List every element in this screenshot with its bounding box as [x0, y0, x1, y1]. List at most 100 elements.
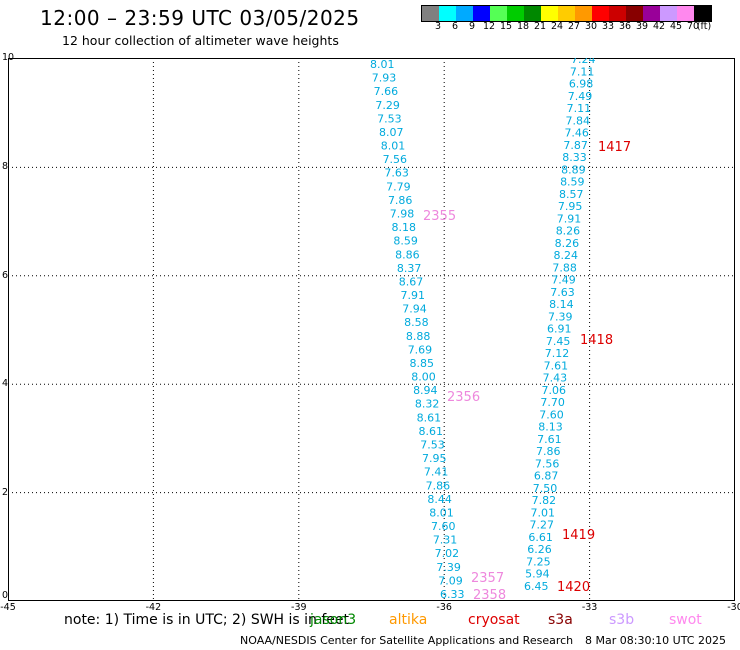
east-track-value: 7.49: [551, 274, 576, 287]
east-track-value: 7.61: [544, 359, 569, 372]
west-track-value: 7.31: [433, 534, 458, 547]
east-track-value: 7.12: [545, 347, 570, 360]
east-track-value: 7.86: [536, 445, 561, 458]
colorbar-label: 70: [686, 21, 700, 32]
west-track-value: 7.09: [438, 574, 463, 587]
west-track-value: 7.39: [436, 561, 461, 574]
west-track-value: 8.61: [417, 411, 442, 424]
pass-time-label: 2356: [447, 390, 480, 405]
generated-timestamp: 8 Mar 08:30:10 UTC 2025: [585, 634, 726, 647]
colorbar-swatch: [609, 6, 626, 21]
pass-time-label: 2358: [473, 588, 506, 601]
east-track-value: 8.26: [555, 237, 580, 250]
west-track-value: 7.53: [377, 112, 402, 125]
west-track-value: 8.86: [395, 248, 420, 261]
east-track-value: 6.45: [524, 580, 549, 593]
east-track-value: 7.39: [548, 310, 573, 323]
west-track-value: 8.94: [413, 384, 438, 397]
east-track-value: 8.59: [560, 176, 585, 189]
wave-height-colorbar: [421, 5, 712, 22]
east-track-value: 8.14: [549, 298, 574, 311]
east-track-value: 6.91: [547, 323, 572, 336]
west-track-value: 8.01: [429, 506, 454, 519]
east-track-value: 8.24: [554, 249, 579, 262]
east-track-value: 7.49: [568, 90, 593, 103]
east-track-value: 7.06: [541, 384, 566, 397]
west-track-value: 8.61: [418, 425, 443, 438]
west-track-value: 8.67: [399, 275, 424, 288]
x-tick-label: -33: [581, 602, 598, 613]
west-track-value: 7.69: [408, 343, 433, 356]
colorbar-swatch: [524, 6, 541, 21]
east-track-value: 7.56: [535, 457, 560, 470]
satellite-legend-item: jason3: [310, 612, 357, 628]
east-track-value: 7.11: [570, 65, 595, 78]
east-track-value: 7.88: [552, 261, 577, 274]
colorbar-swatch: [558, 6, 575, 21]
colorbar-swatch: [439, 6, 456, 21]
west-track-value: 6.33: [440, 588, 465, 601]
colorbar-swatch: [660, 6, 677, 21]
east-track-value: 7.45: [546, 335, 571, 348]
satellite-legend-item: altika: [389, 612, 428, 628]
x-tick-label: -45: [0, 602, 16, 613]
colorbar-label: 30: [584, 21, 598, 32]
colorbar-label: 45: [669, 21, 683, 32]
colorbar-label: 27: [567, 21, 581, 32]
note-text: note: 1) Time is in UTC; 2) SWH is in fe…: [64, 612, 350, 628]
satellite-legend-item: swot: [669, 612, 702, 628]
y-tick-label: 10: [2, 52, 15, 63]
west-track-value: 7.66: [374, 85, 399, 98]
west-track-value: 8.85: [409, 357, 434, 370]
west-track-value: 8.88: [406, 330, 431, 343]
colorbar-swatch: [422, 6, 439, 21]
colorbar-label: (ft): [696, 21, 712, 32]
east-track-value: 7.27: [529, 519, 554, 532]
colorbar-label: 39: [635, 21, 649, 32]
y-tick-label: 4: [2, 378, 9, 390]
west-track-value: 8.07: [379, 126, 404, 139]
east-track-value: 7.01: [531, 506, 556, 519]
east-track-value: 7.63: [550, 286, 575, 299]
colorbar-label: 21: [533, 21, 547, 32]
colorbar-label: 15: [499, 21, 513, 32]
west-track-value: 8.18: [392, 221, 417, 234]
colorbar-label: 33: [601, 21, 615, 32]
east-track-value: 7.82: [532, 494, 557, 507]
colorbar-swatch: [575, 6, 592, 21]
west-track-value: 7.86: [426, 479, 451, 492]
x-tick-label: -30: [727, 602, 740, 613]
credit-text: NOAA/NESDIS Center for Satellite Applica…: [240, 634, 574, 647]
west-track-value: 8.37: [397, 262, 422, 275]
colorbar-swatch: [490, 6, 507, 21]
west-track-value: 8.59: [393, 235, 418, 248]
colorbar-label: 42: [652, 21, 666, 32]
east-track-value: 8.26: [556, 225, 581, 238]
east-track-value: 8.33: [562, 151, 587, 164]
east-track-value: 8.57: [559, 188, 584, 201]
east-track-value: 7.11: [567, 102, 592, 115]
east-track-value: 7.46: [564, 127, 589, 140]
wave-height-map: 8.01 7.93 7.66 7.29 7.53 8.07 8.01 7.56 7.63 7.79…: [0, 52, 740, 613]
colorbar-label: 12: [482, 21, 496, 32]
y-tick-label: 6: [2, 269, 9, 281]
west-track-value: 8.01: [370, 58, 395, 71]
west-track-value: 7.79: [386, 180, 411, 193]
pass-time-label: 2355: [423, 209, 456, 224]
east-track-value: 7.43: [543, 372, 568, 385]
x-tick-label: -36: [436, 602, 452, 613]
pass-time-label: 2357: [471, 571, 504, 586]
colorbar-swatch: [541, 6, 558, 21]
pass-time-label: 1417: [598, 140, 631, 155]
west-track-value: 8.01: [381, 140, 406, 153]
pass-time-label: 1420: [557, 580, 590, 595]
west-track-value: 8.32: [415, 398, 440, 411]
pass-time-label: 1418: [580, 333, 613, 348]
colorbar-label: 18: [516, 21, 530, 32]
y-tick-label: 8: [2, 161, 9, 173]
west-track-value: 7.86: [388, 194, 413, 207]
satellite-legend-item: cryosat: [468, 612, 520, 628]
y-tick-label: 2: [2, 486, 9, 498]
colorbar-label: 6: [451, 21, 459, 32]
east-track-value: 7.95: [558, 200, 583, 213]
